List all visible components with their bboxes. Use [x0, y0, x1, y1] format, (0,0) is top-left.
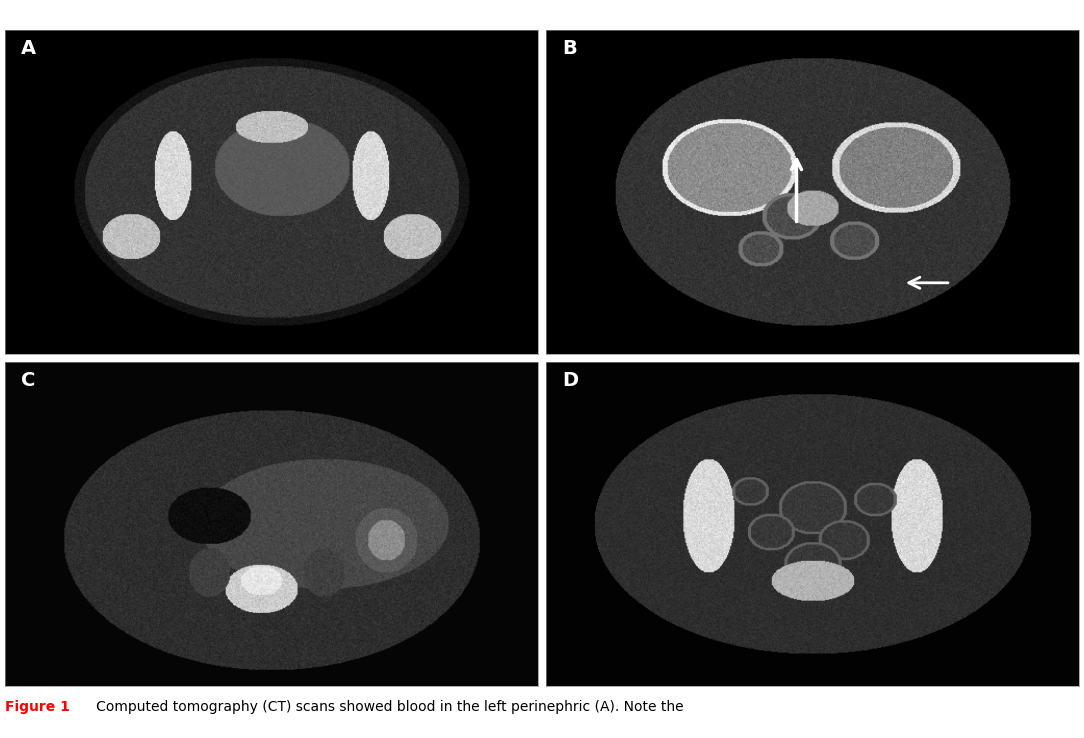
Text: Figure 1: Figure 1: [5, 700, 70, 714]
Text: D: D: [563, 371, 579, 390]
Text: B: B: [563, 39, 577, 58]
Text: Computed tomography (CT) scans showed blood in the left perinephric (A). Note th: Computed tomography (CT) scans showed bl…: [82, 700, 683, 714]
Text: C: C: [22, 371, 36, 390]
Text: A: A: [22, 39, 37, 58]
